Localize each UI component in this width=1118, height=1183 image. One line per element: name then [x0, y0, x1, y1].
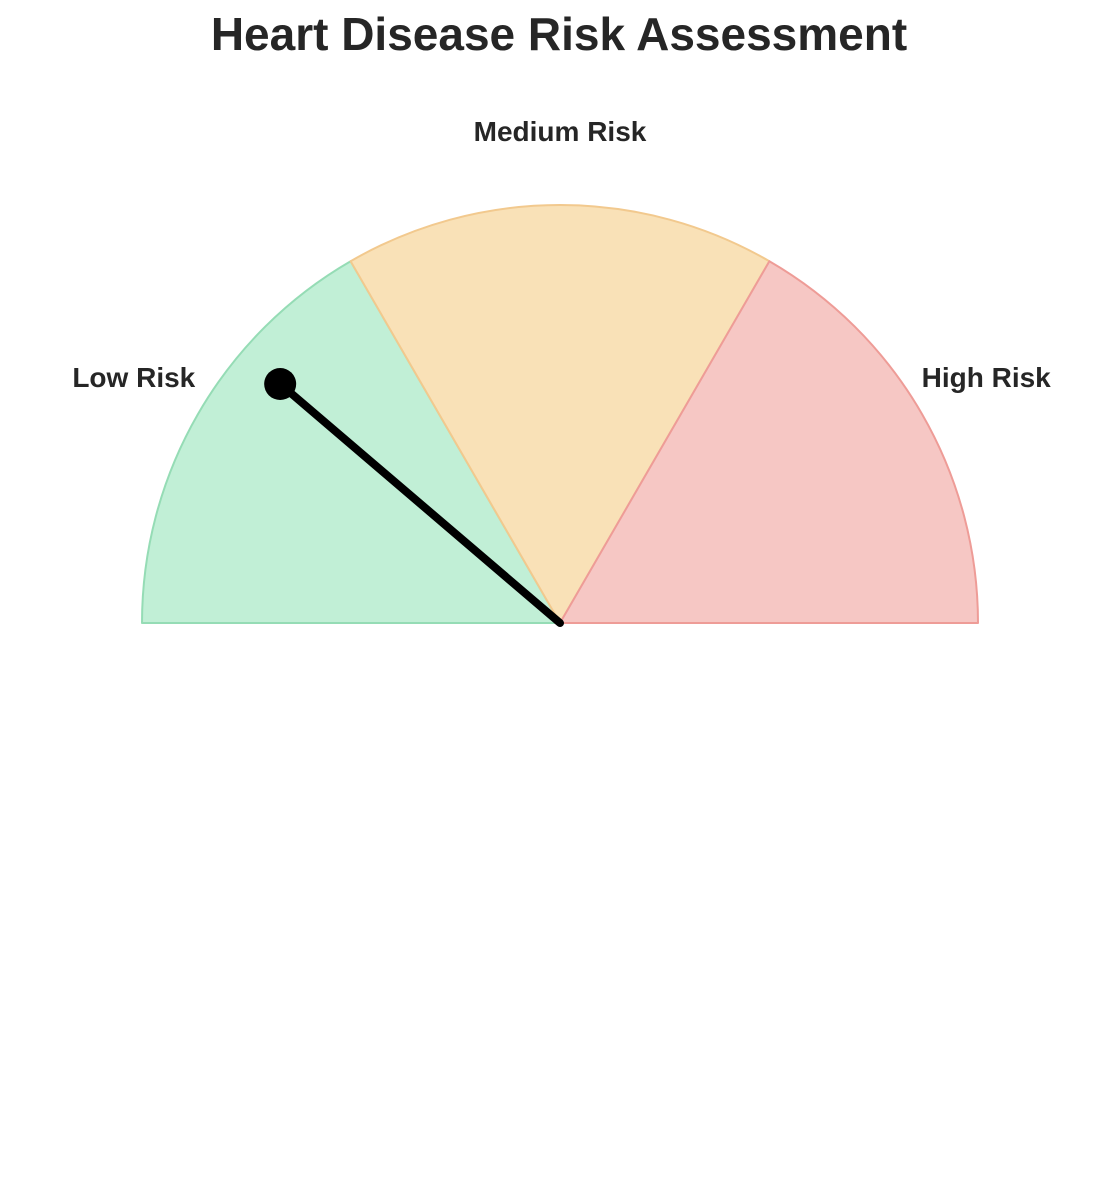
zone-label-high-risk: High Risk [922, 362, 1052, 393]
gauge-needle [276, 380, 564, 627]
gauge-zone-medium-risk [349, 203, 771, 624]
chart-title: Heart Disease Risk Assessment [211, 8, 907, 60]
gauge-needle-tip [264, 368, 297, 400]
gauge-zone-high-risk [559, 260, 979, 624]
zone-label-medium-risk: Medium Risk [474, 116, 647, 147]
zone-label-low-risk: Low Risk [72, 362, 195, 393]
gauge-zones [141, 203, 979, 624]
gauge-needle-group [264, 368, 564, 627]
gauge-zone-labels: Low Risk Medium Risk High Risk [72, 116, 1051, 393]
